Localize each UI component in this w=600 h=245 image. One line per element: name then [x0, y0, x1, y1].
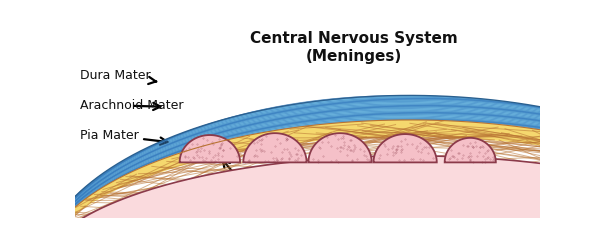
Text: Central Nervous System
(Meninges): Central Nervous System (Meninges) [250, 31, 458, 64]
Polygon shape [38, 96, 600, 245]
Text: Cerebral Cortex: Cerebral Cortex [249, 179, 347, 217]
Text: Arachnoid Mater: Arachnoid Mater [80, 99, 183, 112]
Polygon shape [38, 156, 600, 245]
Polygon shape [38, 120, 600, 245]
Text: Dura Mater: Dura Mater [80, 69, 157, 84]
Polygon shape [308, 133, 371, 162]
Polygon shape [445, 138, 496, 162]
Polygon shape [244, 133, 307, 162]
Polygon shape [179, 135, 240, 162]
Polygon shape [374, 134, 437, 162]
Text: Pia Mater: Pia Mater [80, 129, 167, 145]
